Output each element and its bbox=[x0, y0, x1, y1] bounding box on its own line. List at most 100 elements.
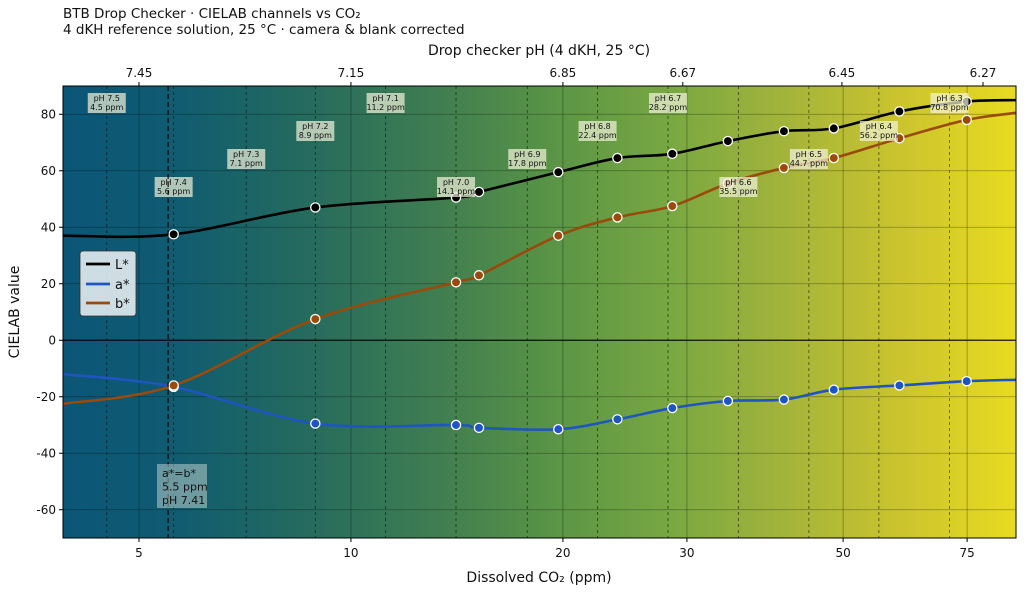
data-point-b bbox=[612, 212, 623, 223]
ph-marker-ppm: 28.2 ppm bbox=[649, 103, 688, 112]
ph-marker-ph: pH 7.2 bbox=[302, 122, 328, 131]
data-point-a bbox=[828, 384, 840, 395]
ph-marker-ph: pH 6.3 bbox=[936, 94, 962, 103]
data-point-b bbox=[168, 380, 179, 391]
data-point-a bbox=[778, 394, 790, 405]
y-tick-label: 0 bbox=[48, 333, 56, 347]
data-point-L bbox=[473, 186, 485, 198]
ph-marker-ppm: 22.4 ppm bbox=[578, 131, 617, 140]
legend-label-L: L* bbox=[115, 258, 129, 273]
x-tick-label: 20 bbox=[555, 546, 570, 560]
ph-marker-ppm: 4.5 ppm bbox=[90, 103, 123, 112]
ph-marker-ph: pH 6.6 bbox=[725, 178, 751, 187]
y-tick-label: 40 bbox=[41, 220, 56, 234]
data-point-a bbox=[894, 380, 905, 391]
ph-marker-ppm: 11.2 ppm bbox=[366, 103, 405, 112]
data-point-L bbox=[667, 148, 678, 160]
ph-marker-label: pH 6.456.2 ppm bbox=[859, 121, 899, 141]
ph-marker-label-box bbox=[227, 149, 266, 169]
series bbox=[63, 96, 1016, 435]
ph-marker-label: pH 7.111.2 ppm bbox=[366, 93, 405, 113]
ph-marker-ppm: 70.8 ppm bbox=[930, 103, 969, 112]
series-line-b bbox=[63, 111, 1016, 406]
data-point-L bbox=[722, 135, 734, 147]
data-point-b bbox=[553, 230, 564, 241]
top-tick-label: 6.45 bbox=[829, 66, 856, 80]
ph-marker-label-box bbox=[648, 93, 687, 113]
x-tick-label: 5 bbox=[135, 546, 143, 560]
crossover-label-box bbox=[157, 464, 207, 508]
y-tick-label: 60 bbox=[41, 164, 56, 178]
ph-marker-label-box bbox=[437, 177, 476, 197]
crossover-label-line: a*=b* bbox=[162, 467, 196, 480]
ph-marker-label-box bbox=[366, 93, 405, 113]
ph-marker-ppm: 44.7 ppm bbox=[790, 159, 829, 168]
plot-frame bbox=[62, 85, 1017, 539]
data-point-b bbox=[667, 200, 678, 212]
ph-marker-label: pH 6.917.8 ppm bbox=[508, 149, 547, 169]
data-point-L bbox=[828, 123, 840, 134]
ph-marker-ppm: 35.5 ppm bbox=[719, 187, 758, 196]
top-tick-label: 7.45 bbox=[126, 66, 153, 80]
data-point-a bbox=[310, 418, 321, 429]
ph-marker-label: pH 6.370.8 ppm bbox=[930, 93, 969, 113]
ph-marker-ppm: 5.6 ppm bbox=[157, 187, 190, 196]
data-point-b bbox=[961, 114, 972, 126]
ph-marker-label: pH 7.45.6 ppm bbox=[154, 177, 193, 197]
y-tick-label: 80 bbox=[41, 107, 56, 121]
data-point-b bbox=[473, 270, 485, 281]
legend-label-a: a* bbox=[115, 278, 130, 293]
data-point-a bbox=[667, 402, 678, 414]
ph-marker-label-box bbox=[508, 149, 547, 169]
ph-marker-label-box bbox=[719, 177, 758, 197]
ph-marker-ph: pH 7.1 bbox=[372, 94, 398, 103]
x-tick-label: 50 bbox=[835, 546, 850, 560]
chart-title: BTB Drop Checker · CIELAB channels vs CO… bbox=[63, 6, 361, 22]
data-point-L bbox=[778, 125, 790, 137]
ph-marker-label: pH 7.37.1 ppm bbox=[227, 149, 266, 169]
data-point-b bbox=[828, 152, 840, 164]
top-tick-label: 6.85 bbox=[550, 66, 577, 80]
ph-marker-ph: pH 7.3 bbox=[233, 150, 259, 159]
ph-marker-label-box bbox=[296, 121, 335, 141]
data-point-a bbox=[722, 395, 734, 407]
chart-subtitle: 4 dKH reference solution, 25 °C · camera… bbox=[63, 22, 465, 38]
title-block: BTB Drop Checker · CIELAB channels vs CO… bbox=[63, 6, 465, 38]
y-tick-label: -40 bbox=[36, 446, 56, 460]
crossover-label-line: 5.5 ppm bbox=[162, 481, 208, 494]
ph-marker-label-box bbox=[930, 93, 969, 113]
ph-marker-label-box bbox=[859, 121, 898, 141]
data-point-a bbox=[450, 419, 462, 431]
grid bbox=[63, 86, 1016, 538]
ph-marker-ph: pH 7.0 bbox=[443, 178, 469, 187]
ph-marker-ph: pH 6.4 bbox=[866, 122, 892, 131]
ph-marker-ph: pH 6.9 bbox=[514, 150, 540, 159]
x-tick-label: 10 bbox=[343, 546, 358, 560]
top-axis-title: Drop checker pH (4 dKH, 25 °C) bbox=[428, 43, 650, 59]
ph-marker-label-box bbox=[578, 121, 617, 141]
ph-marker-label-box bbox=[87, 93, 126, 113]
ph-marker-ph: pH 6.7 bbox=[655, 94, 681, 103]
ph-marker-ppm: 56.2 ppm bbox=[860, 131, 899, 140]
ph-marker-ph: pH 7.5 bbox=[94, 94, 120, 103]
data-point-L bbox=[553, 166, 564, 178]
ph-marker-label-box bbox=[154, 177, 193, 197]
ph-marker-label: pH 6.635.5 ppm bbox=[719, 177, 758, 197]
ph-marker-ppm: 17.8 ppm bbox=[508, 159, 547, 168]
ph-marker-ppm: 14.1 ppm bbox=[437, 187, 476, 196]
ph-marker-ph: pH 6.5 bbox=[796, 150, 822, 159]
x-tick-label: 30 bbox=[679, 546, 694, 560]
data-point-b bbox=[450, 277, 462, 288]
ph-marker-label: pH 7.014.1 ppm bbox=[437, 177, 476, 197]
top-ph-axis: 7.45 7.15 6.85 6.67 6.45 6.27 bbox=[126, 66, 996, 86]
ph-marker-label: pH 7.28.9 ppm bbox=[296, 121, 335, 141]
ph-marker-label: pH 6.544.7 ppm bbox=[789, 149, 829, 169]
legend-label-b: b* bbox=[115, 297, 130, 312]
data-point-L bbox=[612, 152, 623, 164]
data-point-b bbox=[310, 313, 321, 325]
ph-marker-label-box bbox=[789, 149, 828, 169]
ph-marker-label: pH 6.728.2 ppm bbox=[648, 93, 688, 113]
x-axis: 5 10 20 30 50 75 bbox=[135, 538, 975, 560]
